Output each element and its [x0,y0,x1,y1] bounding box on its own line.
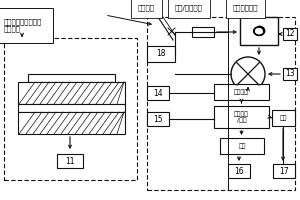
Text: 12: 12 [285,29,295,38]
Text: 特珠环境中化学参量
感感单元: 特珠环境中化学参量 感感单元 [4,18,42,32]
Text: 15: 15 [153,114,163,123]
Text: 18: 18 [156,49,166,58]
Bar [283,28,297,40]
Text: 特珠环境: 特珠环境 [138,4,155,11]
Bar [283,68,297,80]
Text: 17: 17 [279,166,289,176]
Text: 示波: 示波 [280,115,287,121]
Bar [147,86,169,100]
Bar [220,138,264,154]
Bar [214,84,269,100]
Bar [273,164,295,178]
Bar [18,82,125,104]
Bar [272,110,295,126]
Text: 13: 13 [285,70,295,78]
Text: 信号放大: 信号放大 [234,89,249,95]
Bar [18,112,125,134]
Bar [192,27,214,37]
Text: 信号转换
/处理: 信号转换 /处理 [234,111,249,123]
Text: 信号读取单元: 信号读取单元 [233,4,259,11]
Bar [18,104,125,112]
Bar [240,17,278,45]
Bar [147,17,295,190]
Text: 14: 14 [153,88,163,98]
Text: 16: 16 [234,166,244,176]
Bar [147,112,169,126]
Text: 存储: 存储 [238,143,246,149]
Bar [228,164,250,178]
Bar [28,74,115,82]
Bar [4,38,137,180]
Bar [214,106,269,128]
Text: 11: 11 [65,156,75,166]
Bar [147,46,175,62]
Text: 发射/接收天线: 发射/接收天线 [175,4,203,11]
Bar [57,154,83,168]
